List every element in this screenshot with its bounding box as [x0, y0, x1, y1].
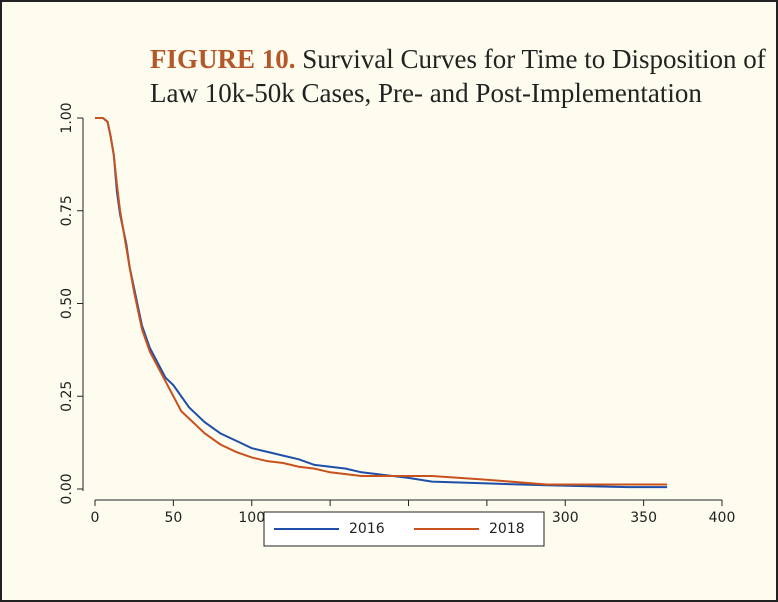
survival-line: [95, 117, 668, 489]
legend-label: 2016: [349, 521, 385, 537]
x-tick-label: 100: [238, 510, 265, 526]
x-tick-label: 350: [630, 510, 657, 526]
survival-line: [95, 117, 668, 486]
y-tick-label: 0.25: [59, 381, 75, 412]
x-tick-label: 300: [552, 510, 579, 526]
x-tick-label: 0: [91, 510, 100, 526]
figure-label: FIGURE 10.: [150, 44, 296, 74]
y-tick-label: 0.75: [59, 195, 75, 226]
chart-title: FIGURE 10. Survival Curves for Time to D…: [150, 42, 770, 110]
y-tick-label: 0.50: [59, 288, 75, 319]
x-tick-label: 400: [709, 510, 736, 526]
y-tick-label: 0.00: [59, 473, 75, 504]
legend-label: 2018: [489, 521, 525, 537]
x-tick-label: 50: [164, 510, 182, 526]
title-text: Survival Curves for Time to Disposition …: [150, 44, 766, 108]
y-tick-label: 1.00: [59, 102, 75, 133]
